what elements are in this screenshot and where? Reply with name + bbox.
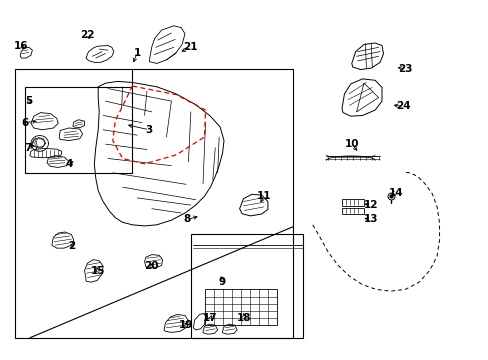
Text: 12: 12 <box>363 200 378 210</box>
Bar <box>25 87 132 173</box>
Text: 20: 20 <box>144 261 159 271</box>
Text: 22: 22 <box>80 30 95 40</box>
Text: 23: 23 <box>397 64 412 74</box>
Text: 17: 17 <box>203 313 217 323</box>
Text: 14: 14 <box>387 188 402 198</box>
Text: 19: 19 <box>179 320 193 330</box>
Bar <box>204 289 276 325</box>
Text: 10: 10 <box>344 139 358 149</box>
Text: 16: 16 <box>14 41 28 50</box>
Text: 5: 5 <box>25 96 33 106</box>
Text: 15: 15 <box>91 266 105 276</box>
Bar <box>190 234 303 338</box>
Text: 6: 6 <box>21 118 29 128</box>
Text: 8: 8 <box>183 215 190 224</box>
Text: 7: 7 <box>24 143 31 153</box>
Text: 13: 13 <box>363 215 378 224</box>
Text: 9: 9 <box>219 277 225 287</box>
Bar <box>341 208 363 214</box>
Text: 2: 2 <box>68 241 75 251</box>
Text: 4: 4 <box>65 159 73 169</box>
Text: 11: 11 <box>256 191 271 201</box>
Text: 24: 24 <box>395 102 409 112</box>
Text: 21: 21 <box>183 42 198 52</box>
Text: 1: 1 <box>133 48 141 58</box>
Text: 3: 3 <box>145 125 153 135</box>
Bar <box>15 69 293 338</box>
Bar <box>341 199 363 206</box>
Text: 18: 18 <box>237 313 251 323</box>
